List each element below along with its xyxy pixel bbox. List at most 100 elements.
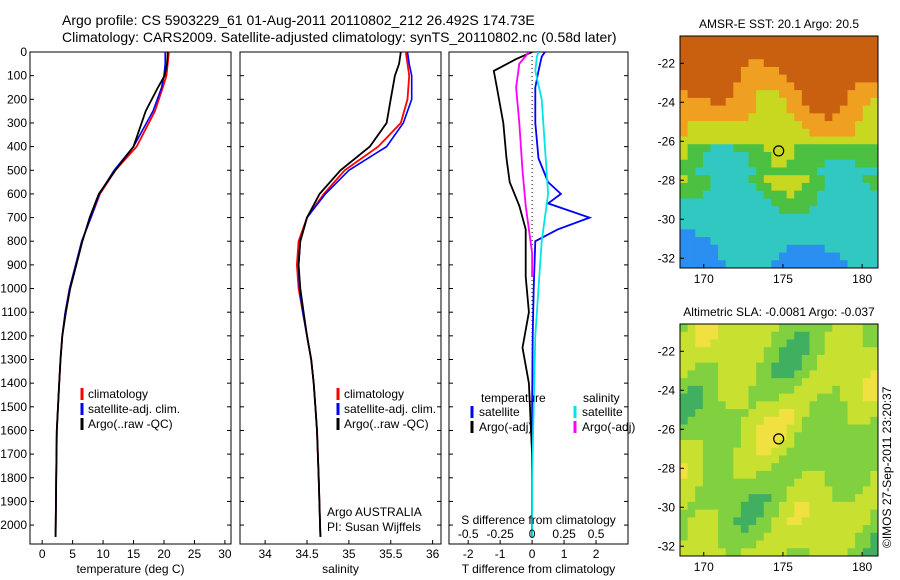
sst_map-cell	[710, 221, 719, 230]
sst_map-cell	[680, 213, 689, 222]
sla_map-cell	[870, 347, 879, 356]
sst_map-cell	[740, 159, 749, 168]
sst_map-cell	[786, 175, 795, 184]
sst_map-cell	[725, 82, 734, 91]
sst_map-cell	[862, 190, 871, 199]
sla_map-cell	[824, 532, 833, 541]
sla_map-cell	[779, 378, 788, 387]
sla_map-cell	[756, 401, 765, 410]
sla_map-cell	[687, 440, 696, 449]
sla_map-cell	[680, 501, 689, 510]
sst_map-cell	[756, 43, 765, 52]
sst_map-cell	[809, 190, 818, 199]
sla_map-cell	[839, 416, 848, 425]
sla_map-cell	[847, 331, 856, 340]
sst_map-cell	[801, 213, 810, 222]
sla_map-ytick-label: -30	[658, 500, 676, 514]
sst_map-cell	[839, 229, 848, 238]
sst_map-cell	[718, 190, 727, 199]
sla_map-cell	[725, 548, 734, 557]
sst_map-cell	[756, 59, 765, 68]
sst_map-cell	[786, 182, 795, 192]
sla_map-cell	[733, 494, 742, 503]
sst_map-cell	[687, 182, 696, 192]
data-layer	[54, 52, 593, 537]
sla_map-cell	[695, 447, 704, 456]
sst_map-cell	[710, 43, 719, 52]
sst_map-cell	[839, 66, 848, 76]
sst_map-cell	[725, 175, 734, 184]
sla_map-cell	[756, 509, 765, 518]
sla_map-cell	[801, 540, 810, 549]
sst_map-cell	[748, 213, 757, 222]
sst_map-cell	[763, 260, 772, 269]
sla_map-cell	[725, 509, 734, 518]
sla_map-cell	[862, 486, 871, 495]
sst_map-title: AMSR-E SST: 20.1 Argo: 20.5	[699, 17, 859, 31]
sst_map-cell	[817, 51, 826, 60]
sst_map-cell	[801, 206, 810, 215]
sst_map-cell	[748, 167, 757, 176]
sst_map-cell	[832, 51, 841, 60]
sla_map-cell	[801, 347, 810, 356]
sla_map-cell	[763, 463, 772, 472]
sst_map-cell	[779, 97, 788, 106]
sla_map-cell	[855, 409, 864, 418]
sla_map-cell	[862, 470, 871, 480]
sla_map-cell	[817, 401, 826, 410]
sla_map-cell	[763, 393, 772, 402]
sst_map-cell	[824, 113, 833, 122]
sst_map-cell	[832, 74, 841, 83]
sst_map-cell	[809, 66, 818, 76]
sla_map-cell	[680, 393, 689, 402]
sla_map-cell	[786, 432, 795, 441]
sla_map-cell	[870, 486, 879, 495]
sst_map-cell	[763, 144, 772, 153]
sst_map-cell	[870, 213, 879, 222]
sst_map-cell	[725, 221, 734, 230]
sla_map-cell	[687, 548, 696, 557]
sst_map-cell	[832, 198, 841, 207]
sst_map-cell	[733, 190, 742, 199]
sst_map-cell	[748, 190, 757, 199]
sst_map-cell	[702, 105, 711, 114]
sst_map-cell	[839, 260, 848, 269]
sst_map-cell	[710, 36, 719, 45]
sst_map-cell	[832, 152, 841, 161]
sst_map-cell	[695, 97, 704, 106]
sla_map-cell	[862, 416, 871, 425]
sla_map-cell	[870, 494, 879, 503]
sst_map-cell	[794, 175, 803, 184]
sla_map-cell	[756, 324, 765, 333]
sst_map-cell	[794, 221, 803, 230]
sla_map-cell	[862, 455, 871, 464]
sla_map-cell	[687, 416, 696, 425]
sst_map-cell	[839, 36, 848, 45]
sla_map-cell	[832, 432, 841, 441]
sst_map-cell	[824, 43, 833, 52]
sst_map-frame	[679, 35, 879, 269]
sla_map-cell	[801, 339, 810, 348]
sla_map-cell	[824, 424, 833, 433]
depth-tick-label: 1400	[0, 376, 27, 390]
sst_map-cell	[809, 105, 818, 114]
sst_map-cell	[832, 59, 841, 68]
sla_map-cell	[809, 432, 818, 441]
sst_map-cell	[794, 121, 803, 130]
sla_map-cell	[756, 409, 765, 418]
sst_map-cell	[870, 206, 879, 215]
sst_map-cell	[756, 90, 765, 99]
depth-tick-label: 1900	[0, 494, 27, 508]
depth-tick-label: 2000	[0, 518, 27, 532]
sst_map-cell	[779, 128, 788, 137]
sla_map-cell	[801, 455, 810, 464]
sla_map-cell	[756, 517, 765, 526]
sla_map-cell	[756, 532, 765, 541]
sst_map-cell	[695, 121, 704, 130]
sla_map-cell	[870, 478, 879, 487]
sla_map-cell	[786, 447, 795, 456]
sla_map-cell	[702, 424, 711, 433]
sla_map-cell	[763, 324, 772, 333]
sla_map-cell	[847, 424, 856, 433]
sla_map-cell	[756, 339, 765, 348]
